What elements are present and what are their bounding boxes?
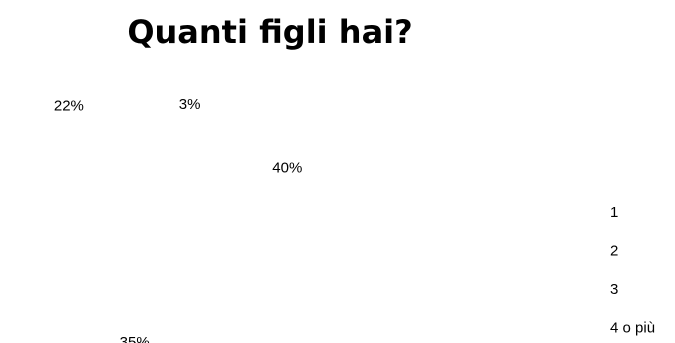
data-label-3: 22%: [54, 97, 84, 114]
pie-slice-3: [85, 102, 200, 215]
legend-item-3: 3: [610, 281, 618, 298]
legend: 1 2 3 4 o più: [610, 204, 655, 337]
pie-slice-4: [178, 100, 200, 215]
chart-title: Quanti figli hai?: [127, 13, 413, 51]
pie-slice-1: [200, 100, 315, 309]
data-label-2: 35%: [120, 334, 150, 343]
data-label-1: 40%: [272, 160, 302, 177]
data-label-4: 3%: [179, 96, 201, 113]
pie-data-labels: 40% 35% 22% 3%: [54, 96, 302, 343]
pie-slices: [85, 100, 315, 330]
legend-item-4: 4 o più: [610, 319, 655, 336]
legend-item-2: 2: [610, 242, 618, 259]
pie-slice-2: [85, 215, 268, 330]
legend-item-1: 1: [610, 204, 618, 221]
